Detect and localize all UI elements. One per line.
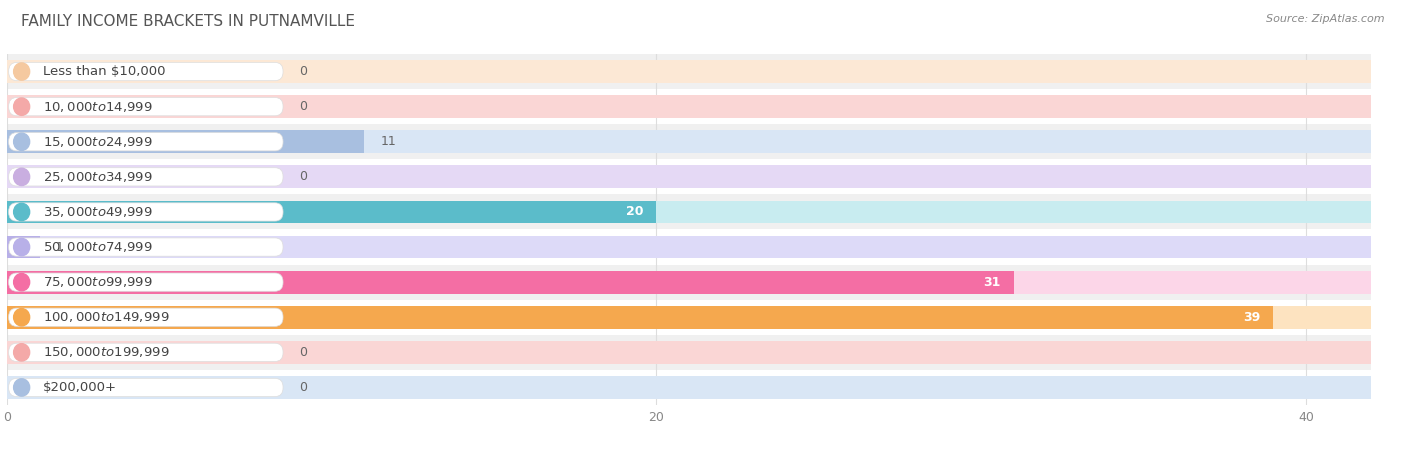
Circle shape xyxy=(14,98,30,115)
Text: 1: 1 xyxy=(56,241,63,253)
Text: FAMILY INCOME BRACKETS IN PUTNAMVILLE: FAMILY INCOME BRACKETS IN PUTNAMVILLE xyxy=(21,14,356,28)
Bar xyxy=(7,376,1371,399)
Text: 0: 0 xyxy=(299,171,308,183)
Text: $50,000 to $74,999: $50,000 to $74,999 xyxy=(42,240,152,254)
Bar xyxy=(7,130,364,153)
FancyBboxPatch shape xyxy=(8,378,283,396)
Text: 20: 20 xyxy=(626,206,644,218)
Text: 0: 0 xyxy=(299,100,308,113)
Circle shape xyxy=(14,238,30,256)
Text: Less than $10,000: Less than $10,000 xyxy=(42,65,166,78)
Bar xyxy=(7,166,1371,188)
Bar xyxy=(7,124,1371,159)
Text: 31: 31 xyxy=(983,276,1001,288)
Text: $100,000 to $149,999: $100,000 to $149,999 xyxy=(42,310,169,324)
Text: $75,000 to $99,999: $75,000 to $99,999 xyxy=(42,275,152,289)
Bar xyxy=(7,271,1014,293)
Bar xyxy=(7,271,1371,293)
Text: $15,000 to $24,999: $15,000 to $24,999 xyxy=(42,135,152,149)
Text: 39: 39 xyxy=(1243,311,1260,324)
Bar xyxy=(7,159,1371,194)
Bar xyxy=(7,89,1371,124)
Bar xyxy=(7,130,1371,153)
FancyBboxPatch shape xyxy=(8,238,283,256)
Text: 0: 0 xyxy=(299,65,308,78)
FancyBboxPatch shape xyxy=(8,133,283,151)
FancyBboxPatch shape xyxy=(8,98,283,116)
Text: $150,000 to $199,999: $150,000 to $199,999 xyxy=(42,345,169,360)
Circle shape xyxy=(14,274,30,291)
Circle shape xyxy=(14,203,30,220)
Text: 0: 0 xyxy=(299,346,308,359)
Text: 11: 11 xyxy=(381,135,396,148)
Text: $10,000 to $14,999: $10,000 to $14,999 xyxy=(42,99,152,114)
Bar xyxy=(7,265,1371,300)
Bar xyxy=(7,370,1371,405)
Bar xyxy=(7,54,1371,89)
Bar xyxy=(7,341,1371,364)
Bar xyxy=(7,60,1371,83)
Bar xyxy=(7,335,1371,370)
Bar xyxy=(7,201,1371,223)
Text: $200,000+: $200,000+ xyxy=(42,381,117,394)
Circle shape xyxy=(14,168,30,185)
Bar xyxy=(7,194,1371,230)
Bar xyxy=(7,95,1371,118)
Bar xyxy=(7,306,1371,328)
Bar xyxy=(7,306,1274,328)
Circle shape xyxy=(14,309,30,326)
Bar xyxy=(7,201,657,223)
FancyBboxPatch shape xyxy=(8,168,283,186)
Circle shape xyxy=(14,379,30,396)
Bar xyxy=(7,300,1371,335)
FancyBboxPatch shape xyxy=(8,273,283,291)
Bar xyxy=(7,236,1371,258)
FancyBboxPatch shape xyxy=(8,63,283,81)
Bar xyxy=(7,236,39,258)
Circle shape xyxy=(14,344,30,361)
Text: $25,000 to $34,999: $25,000 to $34,999 xyxy=(42,170,152,184)
Circle shape xyxy=(14,63,30,80)
Text: $35,000 to $49,999: $35,000 to $49,999 xyxy=(42,205,152,219)
FancyBboxPatch shape xyxy=(8,343,283,361)
Text: Source: ZipAtlas.com: Source: ZipAtlas.com xyxy=(1267,14,1385,23)
FancyBboxPatch shape xyxy=(8,203,283,221)
Text: 0: 0 xyxy=(299,381,308,394)
FancyBboxPatch shape xyxy=(8,308,283,326)
Circle shape xyxy=(14,133,30,150)
Bar xyxy=(7,230,1371,265)
